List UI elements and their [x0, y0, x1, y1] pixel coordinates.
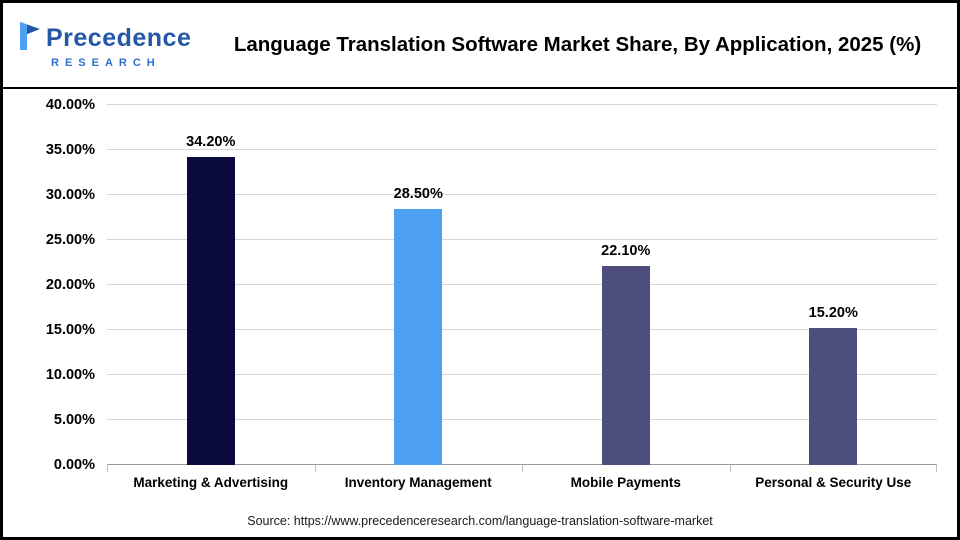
y-tick-label: 10.00%	[45, 367, 95, 383]
y-tick-label: 5.00%	[53, 412, 95, 428]
chart-title: Language Translation Software Market Sha…	[233, 32, 922, 56]
x-tick-label: Mobile Payments	[522, 465, 730, 505]
x-axis-labels: Marketing & Advertising Inventory Managem…	[3, 465, 937, 505]
plot-area: 34.20% 28.50% 22.10% 15.20%	[107, 104, 937, 465]
y-tick-label: 15.00%	[45, 322, 95, 338]
gridline	[107, 149, 937, 150]
plot-row: 0.00% 5.00% 10.00% 15.00% 20.00% 25.00% 30.00%…	[3, 97, 937, 473]
chart-area: 0.00% 5.00% 10.00% 15.00% 20.00% 25.00% 30.00%…	[3, 89, 957, 505]
bar	[394, 208, 443, 465]
bar	[186, 157, 235, 465]
gridline	[107, 419, 937, 420]
y-tick-label: 30.00%	[45, 187, 95, 203]
bar-column: 22.10%	[522, 105, 730, 465]
bar-column: 15.20%	[730, 105, 938, 465]
x-tick-label: Inventory Management	[314, 465, 523, 505]
gridline	[107, 329, 937, 330]
bar	[601, 266, 650, 465]
gridline	[107, 284, 937, 285]
y-tick-label: 20.00%	[45, 277, 95, 293]
x-axis-line	[107, 464, 937, 465]
gridline	[107, 104, 937, 105]
bar-column: 34.20%	[107, 105, 315, 465]
gridline	[107, 194, 937, 195]
y-tick-label: 0.00%	[53, 457, 95, 473]
bar-value-label: 28.50%	[393, 185, 443, 202]
precedence-research-logo: Precedence RESEARCH	[17, 21, 212, 69]
y-tick-label: 40.00%	[45, 97, 95, 113]
logo-name-text: Precedence	[46, 24, 192, 52]
bar	[809, 328, 858, 465]
bar-value-label: 15.20%	[808, 305, 858, 322]
bar-value-label: 22.10%	[601, 243, 651, 260]
y-axis: 0.00% 5.00% 10.00% 15.00% 20.00% 25.00% 30.00%…	[3, 97, 107, 473]
x-tick-label: Personal & Security Use	[729, 465, 938, 505]
bar-column: 28.50%	[315, 105, 523, 465]
gridline	[107, 374, 937, 375]
bars-container: 34.20% 28.50% 22.10% 15.20%	[107, 105, 937, 465]
y-tick-label: 25.00%	[45, 232, 95, 248]
x-tick-label: Marketing & Advertising	[107, 465, 315, 505]
gridline	[107, 239, 937, 240]
bar-value-label: 34.20%	[186, 134, 236, 151]
y-tick-label: 35.00%	[45, 142, 95, 158]
header: Precedence RESEARCH Language Translation…	[3, 3, 957, 89]
source-line: Source: https://www.precedenceresearch.c…	[247, 514, 713, 528]
logo-flag-icon	[17, 21, 41, 56]
logo-subname-text: RESEARCH	[51, 57, 161, 69]
